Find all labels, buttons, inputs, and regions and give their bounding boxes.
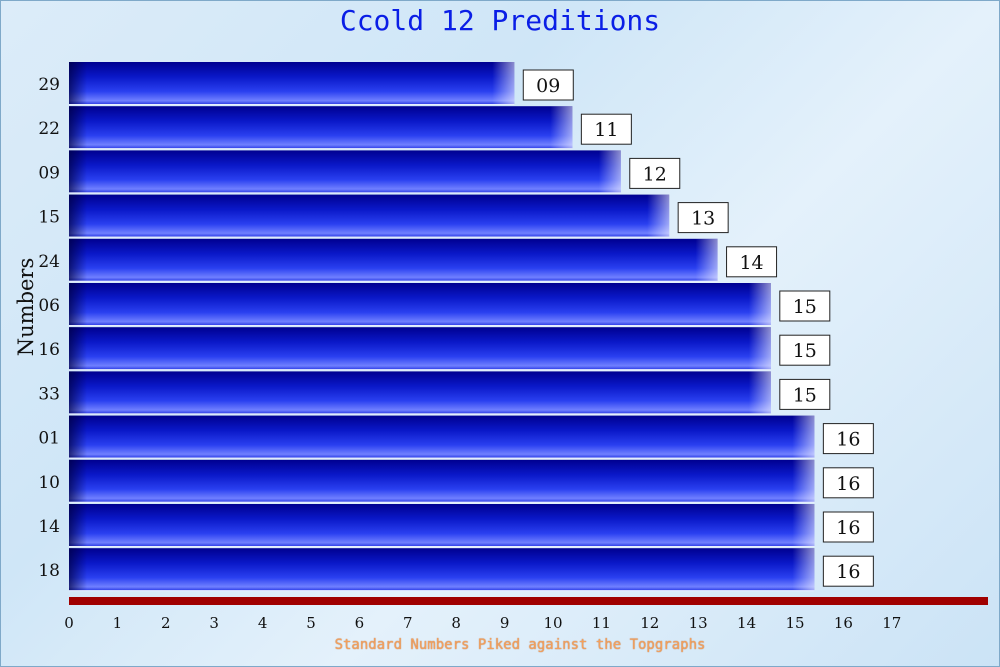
svg-text:16: 16 bbox=[836, 473, 860, 495]
y-tick-label: 15 bbox=[38, 208, 60, 228]
x-tick-label: 9 bbox=[500, 614, 510, 632]
x-tick-label: 4 bbox=[258, 614, 268, 632]
bar-18 bbox=[69, 548, 815, 592]
x-tick-label: 1 bbox=[113, 614, 123, 632]
x-tick-label: 10 bbox=[543, 614, 562, 632]
svg-text:09: 09 bbox=[536, 75, 560, 97]
x-tick-label: 13 bbox=[689, 614, 708, 632]
value-label: 09 bbox=[522, 69, 574, 101]
x-tick-label: 8 bbox=[451, 614, 461, 632]
bar-22 bbox=[69, 106, 573, 150]
bar-10 bbox=[69, 459, 815, 503]
x-tick-label: 5 bbox=[306, 614, 316, 632]
svg-text:13: 13 bbox=[691, 208, 715, 230]
svg-text:16: 16 bbox=[836, 429, 860, 451]
x-tick-label: 15 bbox=[785, 614, 804, 632]
x-axis-label: Standard Numbers Piked against the Topgr… bbox=[334, 637, 706, 653]
svg-text:15: 15 bbox=[793, 384, 817, 406]
svg-text:11: 11 bbox=[594, 119, 618, 141]
y-tick-label: 06 bbox=[38, 296, 60, 316]
x-tick-label: 16 bbox=[834, 614, 853, 632]
x-tick-label: 17 bbox=[882, 614, 901, 632]
y-tick-label: 16 bbox=[38, 340, 60, 360]
bar-01 bbox=[69, 415, 815, 459]
svg-text:12: 12 bbox=[643, 163, 667, 185]
x-tick-label: 12 bbox=[640, 614, 659, 632]
svg-text:16: 16 bbox=[836, 561, 860, 583]
svg-text:15: 15 bbox=[793, 296, 817, 318]
y-tick-label: 09 bbox=[38, 163, 60, 183]
y-tick-label: 33 bbox=[38, 384, 60, 404]
value-label: 11 bbox=[580, 113, 632, 145]
y-tick-label: 22 bbox=[38, 119, 60, 139]
bar-33 bbox=[69, 371, 771, 415]
svg-text:14: 14 bbox=[739, 252, 763, 274]
x-tick-label: 14 bbox=[737, 614, 756, 632]
y-tick-label: 10 bbox=[38, 473, 60, 493]
x-tick-label: 7 bbox=[403, 614, 413, 632]
value-label: 16 bbox=[822, 423, 874, 455]
value-label: 14 bbox=[726, 246, 778, 278]
x-tick-label: 6 bbox=[355, 614, 365, 632]
value-label: 13 bbox=[677, 202, 729, 234]
y-tick-label: 01 bbox=[38, 429, 60, 449]
chart-title: Ccold 12 Preditions bbox=[339, 4, 661, 37]
bar-29 bbox=[69, 62, 515, 105]
bar-24 bbox=[69, 238, 718, 282]
y-tick-label: 29 bbox=[38, 75, 60, 95]
bar-09 bbox=[69, 150, 621, 194]
svg-text:16: 16 bbox=[836, 517, 860, 539]
value-label: 16 bbox=[822, 555, 874, 587]
bar-06 bbox=[69, 283, 771, 326]
x-tick-label: 2 bbox=[161, 614, 171, 632]
y-tick-label: 24 bbox=[38, 252, 60, 272]
value-label: 15 bbox=[779, 378, 831, 410]
svg-text:15: 15 bbox=[793, 340, 817, 362]
x-axis-bar bbox=[69, 597, 988, 605]
x-tick-label: 11 bbox=[592, 614, 611, 632]
value-label: 15 bbox=[779, 334, 831, 366]
x-tick-label: 3 bbox=[209, 614, 219, 632]
value-label: 16 bbox=[822, 511, 874, 543]
bar-14 bbox=[69, 504, 815, 547]
value-label: 16 bbox=[822, 467, 874, 499]
value-label: 15 bbox=[779, 290, 831, 322]
x-tick-label: 0 bbox=[64, 614, 74, 632]
bar-16 bbox=[69, 327, 771, 371]
y-tick-label: 18 bbox=[38, 561, 60, 581]
y-tick-label: 14 bbox=[38, 517, 60, 537]
value-label: 12 bbox=[629, 157, 681, 189]
bar-15 bbox=[69, 194, 670, 238]
